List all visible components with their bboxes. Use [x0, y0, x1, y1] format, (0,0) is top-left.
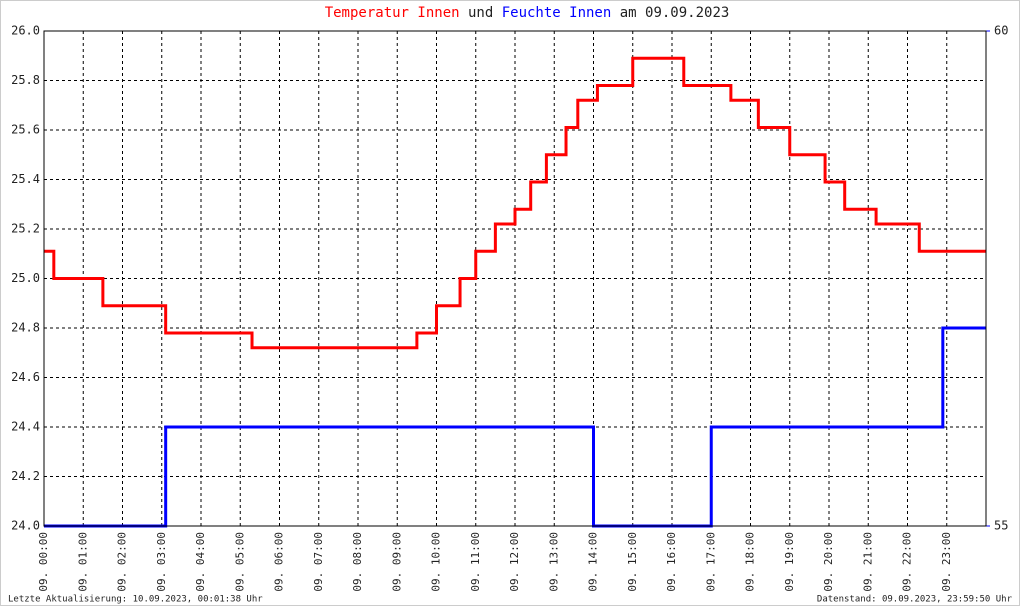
y-tick-label: 24.4	[11, 420, 40, 434]
x-tick-label: 09. 06:00	[273, 532, 286, 592]
y-tick-label: 24.0	[11, 519, 40, 533]
x-tick-label: 09. 07:00	[312, 532, 325, 592]
y-tick-label: 26.0	[11, 24, 40, 38]
y2-tick-label: 60	[994, 24, 1008, 38]
y-tick-label: 25.6	[11, 123, 40, 137]
x-tick-label: 09. 02:00	[116, 532, 129, 592]
x-tick-label: 09. 09:00	[390, 532, 403, 592]
x-tick-label: 09. 10:00	[430, 532, 443, 592]
x-tick-label: 09. 21:00	[861, 532, 874, 592]
x-tick-label: 09. 14:00	[587, 532, 600, 592]
title-series-2: Feuchte Innen	[502, 5, 612, 21]
x-tick-label: 09. 16:00	[665, 532, 678, 592]
x-tick-label: 09. 00:00	[37, 532, 50, 592]
x-tick-label: 09. 12:00	[508, 532, 521, 592]
y-tick-label: 25.2	[11, 222, 40, 236]
x-tick-label: 09. 22:00	[901, 532, 914, 592]
y-tick-label: 24.6	[11, 370, 40, 384]
x-tick-label: 09. 13:00	[547, 532, 560, 592]
series-line	[44, 56, 986, 350]
x-tick-label: 09. 18:00	[744, 532, 757, 592]
chart-title: Temperatur Innen und Feuchte Innen am 09…	[325, 5, 730, 21]
y-tick-label: 24.8	[11, 321, 40, 335]
y2-tick-label: 55	[994, 519, 1008, 533]
x-tick-label: 09. 04:00	[194, 532, 207, 592]
y-tick-label: 25.0	[11, 271, 40, 285]
x-tick-label: 09. 23:00	[940, 532, 953, 592]
y-tick-label: 25.8	[11, 73, 40, 87]
footer-left: Letzte Aktualisierung: 10.09.2023, 00:01…	[8, 595, 263, 605]
x-tick-label: 09. 17:00	[704, 532, 717, 592]
title-suffix: am 09.09.2023	[620, 5, 730, 21]
x-tick-label: 09. 19:00	[783, 532, 796, 592]
x-tick-label: 09. 08:00	[351, 532, 364, 592]
x-tick-label: 09. 05:00	[233, 532, 246, 592]
title-connector: und	[468, 5, 493, 21]
x-tick-label: 09. 03:00	[155, 532, 168, 592]
plot-border	[43, 30, 987, 527]
y-tick-label: 24.2	[11, 469, 40, 483]
title-series-1: Temperatur Innen	[325, 5, 460, 21]
x-tick-label: 09. 01:00	[76, 532, 89, 592]
y-tick-label: 25.4	[11, 172, 40, 186]
x-tick-label: 09. 15:00	[626, 532, 639, 592]
x-tick-label: 09. 11:00	[469, 532, 482, 592]
x-tick-label: 09. 20:00	[822, 532, 835, 592]
footer-right: Datenstand: 09.09.2023, 23:59:50 Uhr	[817, 595, 1013, 605]
